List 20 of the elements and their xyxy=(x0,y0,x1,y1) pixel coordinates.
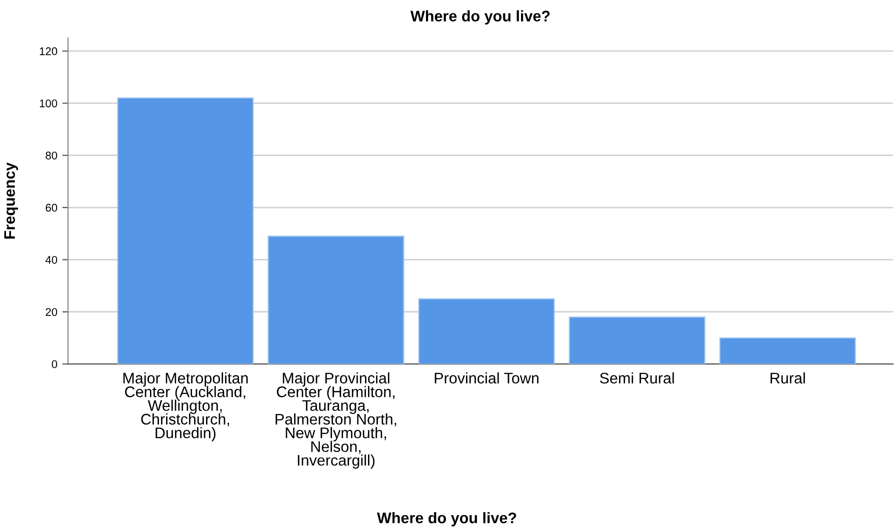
y-tick-label: 40 xyxy=(45,256,58,264)
y-tick-label: 0 xyxy=(52,360,58,368)
x-tick-label: Major Provincial Center (Hamilton, Tauranga, Palmerston North, New Plymouth, Nelson, Invercargill) xyxy=(276,372,396,469)
x-tick-label: Major Metropolitan Center (Auckland, Wellington, Christchurch, Dunedin) xyxy=(123,372,248,442)
y-tick-label: 60 xyxy=(46,204,58,212)
bar xyxy=(418,298,555,364)
x-axis-title: Where do you live? xyxy=(376,512,516,526)
bar xyxy=(117,97,254,364)
x-tick-label: Provincial Town xyxy=(434,372,538,384)
y-tick-label: 20 xyxy=(46,308,58,316)
x-tick-label: Semi Rural xyxy=(600,372,674,384)
y-tick-label: 120 xyxy=(40,47,58,56)
bar xyxy=(568,316,706,364)
y-tick-label: 100 xyxy=(40,99,58,108)
bar xyxy=(719,337,856,364)
chart-title: Where do you live? xyxy=(410,10,550,25)
y-tick-label: 80 xyxy=(46,152,58,160)
bar xyxy=(268,236,404,364)
x-tick-label: Rural xyxy=(770,372,805,384)
y-axis-title: Frequency xyxy=(4,162,18,239)
